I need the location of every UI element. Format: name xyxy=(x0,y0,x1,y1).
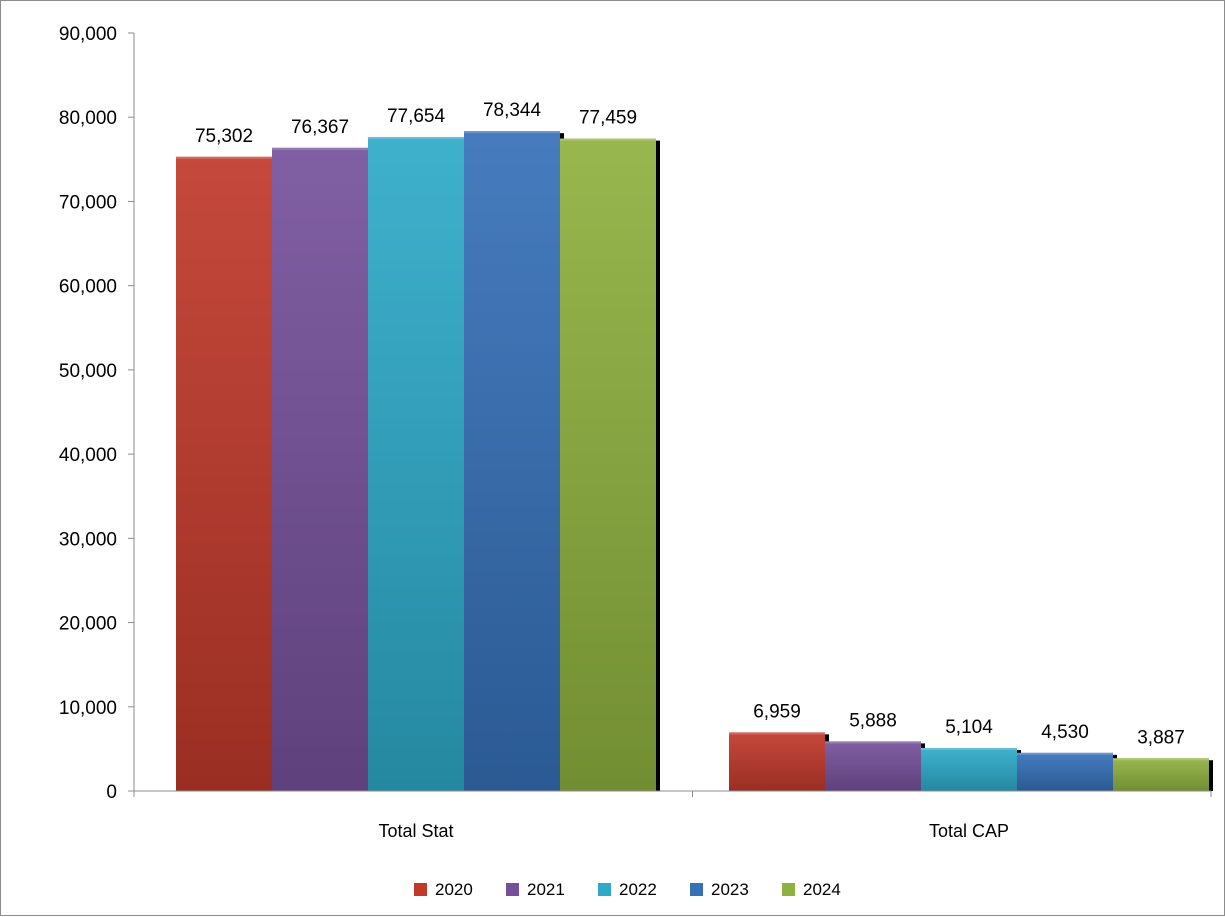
bar-top-edge xyxy=(921,748,1017,751)
bar-total-stat-2020 xyxy=(176,156,272,792)
bar-top-edge xyxy=(1113,758,1209,761)
y-tick-label: 20,000 xyxy=(59,614,117,635)
bar-top-edge xyxy=(825,741,921,744)
bar-total-cap-2023 xyxy=(1017,752,1113,791)
bar-top-edge xyxy=(368,136,464,139)
legend-label: 2022 xyxy=(619,880,657,899)
bar-total-stat-2023 xyxy=(464,131,560,791)
legend-swatch xyxy=(782,883,795,896)
legend-swatch xyxy=(506,883,519,896)
bar-top-edge xyxy=(176,156,272,159)
legend-swatch xyxy=(414,883,427,896)
y-tick-label: 50,000 xyxy=(59,361,117,382)
y-axis: 0 10,000 20,000 30,000 40,000 50,000 60,000 70,… xyxy=(59,24,135,803)
legend-label: 2021 xyxy=(527,880,565,899)
bar-total-stat-2022 xyxy=(368,136,464,791)
data-label: 6,959 xyxy=(753,701,801,722)
data-label: 77,459 xyxy=(579,108,637,129)
y-tick-label: 30,000 xyxy=(59,529,117,550)
data-label: 5,888 xyxy=(849,710,897,731)
bar-top-edge xyxy=(272,147,368,150)
x-axis: Total Stat Total CAP xyxy=(133,790,1212,841)
data-label: 4,530 xyxy=(1041,722,1089,743)
data-label: 78,344 xyxy=(483,100,542,121)
data-label: 76,367 xyxy=(291,117,349,138)
y-tick-label: 60,000 xyxy=(59,277,117,298)
bar-total-cap-2021 xyxy=(825,741,921,791)
legend-swatch xyxy=(690,883,703,896)
y-tick-label: 70,000 xyxy=(59,192,117,213)
y-tick-label: 0 xyxy=(106,782,117,803)
data-label: 77,654 xyxy=(387,106,446,127)
bar-top-edge xyxy=(1017,752,1113,755)
data-label: 3,887 xyxy=(1137,727,1185,748)
bar-total-cap-2020 xyxy=(729,732,825,791)
bar-top-edge xyxy=(464,131,560,134)
data-label: 75,302 xyxy=(195,126,253,147)
bar-total-cap-2024 xyxy=(1113,758,1209,791)
legend-label: 2020 xyxy=(435,880,473,899)
legend-label: 2024 xyxy=(803,880,841,899)
bar-total-cap-2022 xyxy=(921,748,1017,791)
x-category-label: Total CAP xyxy=(929,821,1009,841)
legend: 2020 2021 2022 2023 2024 xyxy=(414,880,841,899)
y-tick-label: 40,000 xyxy=(59,445,117,466)
data-label: 5,104 xyxy=(945,717,993,738)
data-labels: 75,302 76,367 77,654 78,344 77,459 6,959 5,888… xyxy=(195,100,1185,748)
legend-swatch xyxy=(598,883,611,896)
bar-total-stat-2021 xyxy=(272,147,368,791)
bar-top-edge xyxy=(560,138,656,141)
bar-top-edge xyxy=(729,732,825,735)
y-tick-label: 10,000 xyxy=(59,698,117,719)
legend-label: 2023 xyxy=(711,880,749,899)
bars xyxy=(176,131,1213,792)
y-tick-label: 90,000 xyxy=(59,24,117,45)
x-category-label: Total Stat xyxy=(378,821,453,841)
bar-total-stat-2024 xyxy=(560,138,656,791)
y-tick-label: 80,000 xyxy=(59,108,117,129)
